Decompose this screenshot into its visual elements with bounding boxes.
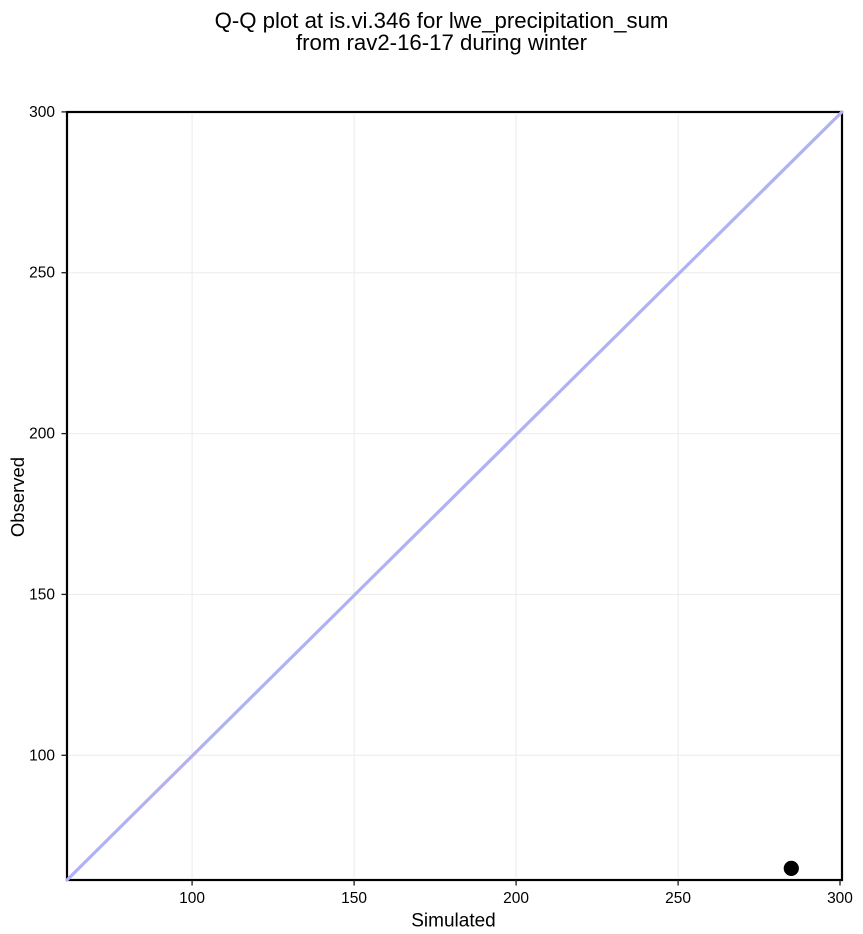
svg-text:100: 100	[29, 747, 55, 764]
svg-text:250: 250	[665, 890, 691, 907]
svg-text:200: 200	[503, 890, 529, 907]
svg-text:300: 300	[827, 890, 853, 907]
svg-text:200: 200	[29, 426, 55, 443]
svg-text:Simulated: Simulated	[411, 911, 496, 932]
svg-text:250: 250	[29, 265, 55, 282]
svg-text:300: 300	[29, 104, 55, 121]
svg-text:150: 150	[341, 890, 367, 907]
svg-text:150: 150	[29, 586, 55, 603]
svg-text:100: 100	[179, 890, 205, 907]
